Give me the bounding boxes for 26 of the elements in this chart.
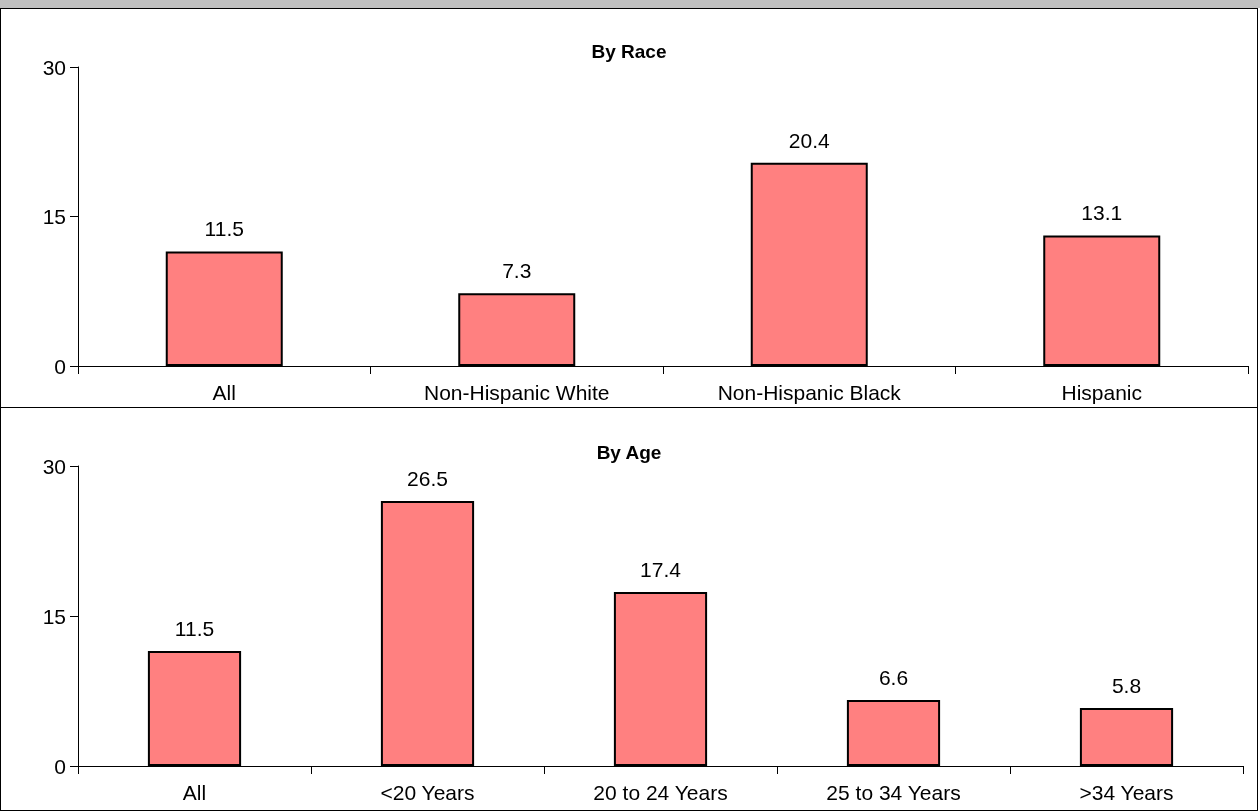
y-tick-label: 30 [42, 55, 66, 79]
x-tick-label: Non-Hispanic Black [717, 381, 902, 404]
data-label: 20.4 [788, 128, 831, 152]
x-tick-label: All [212, 381, 236, 404]
y-tick-label: 30 [42, 454, 66, 478]
chart-title: By Age [596, 442, 662, 463]
y-tick-label: 15 [42, 205, 66, 228]
data-label: 5.8 [1111, 674, 1142, 697]
data-label: 17.4 [640, 558, 682, 581]
x-tick-label: 25 to 34 Years [826, 781, 961, 804]
x-tick-label: Hispanic [1061, 381, 1143, 404]
data-label: 11.5 [174, 617, 215, 640]
data-label: 11.5 [204, 217, 244, 241]
x-tick-label: Non-Hispanic White [423, 381, 610, 404]
y-tick-label: 15 [42, 604, 66, 628]
data-label: 26.5 [407, 467, 448, 490]
x-tick-label: >34 Years [1079, 781, 1174, 804]
chart-title: By Race [591, 41, 667, 62]
y-tick-label: 0 [54, 754, 66, 778]
data-label: 7.3 [502, 259, 532, 283]
data-label: 6.6 [878, 666, 909, 689]
x-tick-label: 20 to 24 Years [593, 781, 728, 804]
x-tick-label: All [182, 781, 207, 804]
y-tick-label: 0 [54, 354, 66, 378]
data-label: 13.1 [1081, 201, 1123, 225]
x-tick-label: <20 Years [380, 781, 475, 804]
